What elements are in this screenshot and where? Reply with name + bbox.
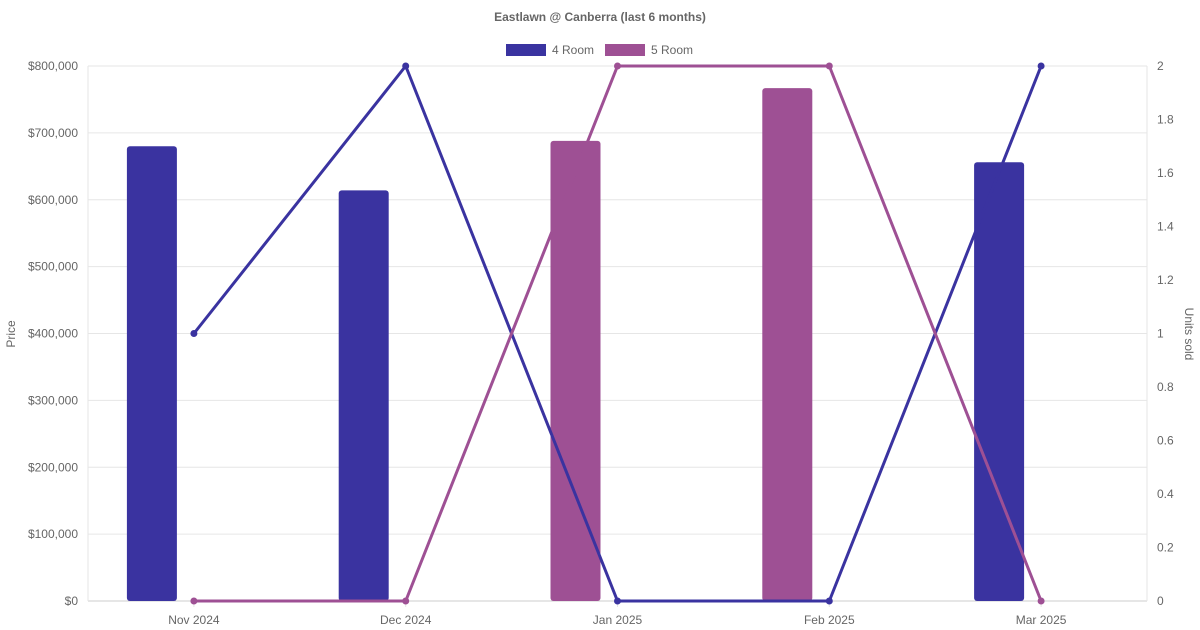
bar-4-room xyxy=(126,146,177,601)
left-tick-label: $300,000 xyxy=(28,393,78,407)
left-axis-title: Price xyxy=(4,320,18,348)
legend-label: 5 Room xyxy=(651,43,693,57)
left-tick-label: $700,000 xyxy=(28,126,78,140)
left-tick-label: $600,000 xyxy=(28,193,78,207)
left-axis-ticks: $0 $100,000 $200,000 $300,000 $400,000 $500,0… xyxy=(28,59,78,608)
x-tick-label: Nov 2024 xyxy=(168,613,220,627)
x-axis-ticks: Nov 2024 Dec 2024 Jan 2025 Feb 2025 Mar 2025 xyxy=(168,601,1067,627)
bar-5-room xyxy=(550,140,601,601)
point-4-room xyxy=(825,597,833,605)
left-tick-label: $400,000 xyxy=(28,327,78,341)
point-4-room xyxy=(190,330,198,337)
left-tick-label: $500,000 xyxy=(28,260,78,274)
lines xyxy=(190,62,1045,605)
legend-swatch xyxy=(605,44,645,56)
right-tick-label: 2 xyxy=(1157,59,1164,73)
point-5-room xyxy=(614,62,621,70)
bar-4-room xyxy=(338,190,389,601)
right-tick-label: 1.4 xyxy=(1157,220,1174,234)
point-4-room xyxy=(614,597,621,605)
point-5-room xyxy=(190,597,198,605)
point-4-room xyxy=(1037,62,1045,70)
point-4-room xyxy=(402,62,410,70)
point-5-room xyxy=(402,597,410,605)
right-tick-label: 1.6 xyxy=(1157,166,1174,180)
chart-title: Eastlawn @ Canberra (last 6 months) xyxy=(494,10,706,24)
right-tick-label: 0.2 xyxy=(1157,541,1174,555)
legend-swatch xyxy=(506,44,546,56)
bar-5-room xyxy=(762,88,813,602)
right-tick-label: 1 xyxy=(1157,327,1164,341)
right-tick-label: 0.8 xyxy=(1157,380,1174,394)
right-tick-label: 0.6 xyxy=(1157,434,1174,448)
bars xyxy=(126,88,1025,602)
right-tick-label: 1.8 xyxy=(1157,113,1174,127)
right-axis-title: Units sold xyxy=(1182,308,1196,361)
point-5-room xyxy=(1037,597,1045,605)
legend-label: 4 Room xyxy=(552,43,594,57)
left-tick-label: $0 xyxy=(65,594,79,608)
x-tick-label: Dec 2024 xyxy=(380,613,432,627)
legend[interactable]: 4 Room 5 Room xyxy=(506,43,693,57)
left-tick-label: $800,000 xyxy=(28,59,78,73)
right-tick-label: 1.2 xyxy=(1157,273,1174,287)
x-tick-label: Mar 2025 xyxy=(1016,613,1067,627)
right-tick-label: 0 xyxy=(1157,594,1164,608)
right-axis-ticks: 0 0.2 0.4 0.6 0.8 1 1.2 1.4 1.6 1.8 2 xyxy=(1157,59,1174,608)
left-tick-label: $100,000 xyxy=(28,527,78,541)
bar-4-room xyxy=(974,162,1025,602)
left-tick-label: $200,000 xyxy=(28,460,78,474)
point-5-room xyxy=(825,62,833,70)
x-tick-label: Jan 2025 xyxy=(593,613,643,627)
right-tick-label: 0.4 xyxy=(1157,487,1174,501)
x-tick-label: Feb 2025 xyxy=(804,613,855,627)
